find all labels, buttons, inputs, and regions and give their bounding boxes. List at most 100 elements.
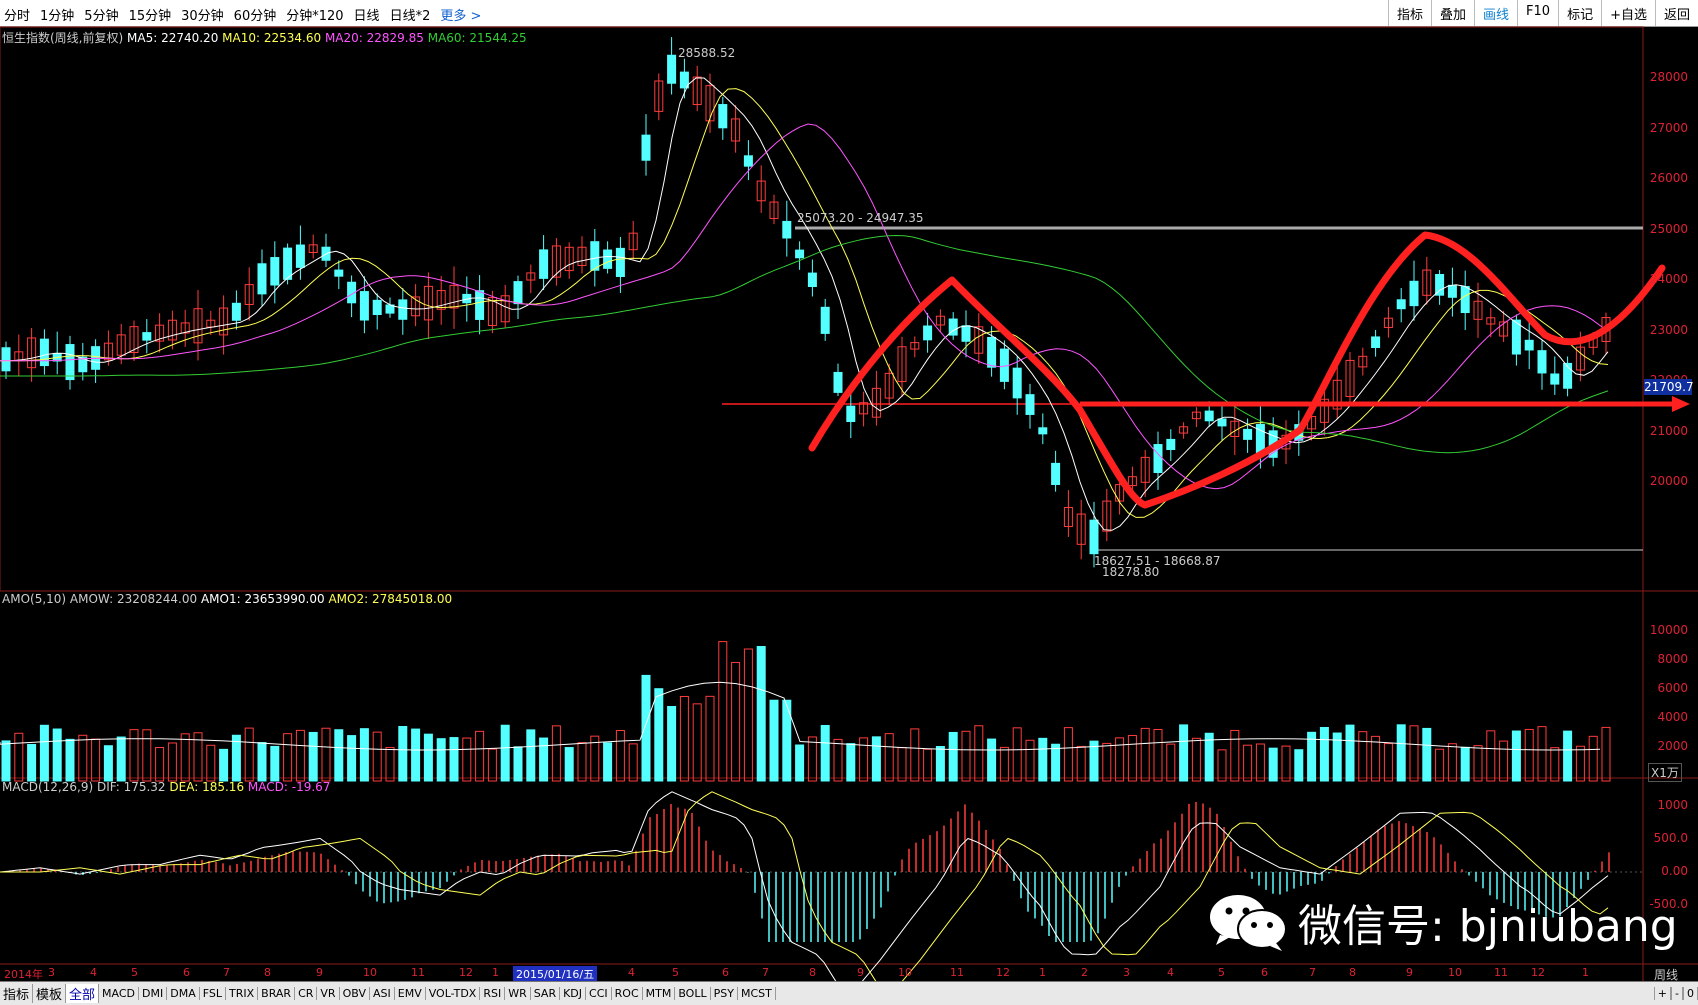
candle-body [78, 356, 88, 373]
indicator-tab-rsi[interactable]: RSI [480, 987, 506, 1000]
period-tab-1[interactable]: 1分钟 [40, 9, 75, 24]
tool-tab-0[interactable]: 指标 [1387, 0, 1431, 26]
indicator-tab-asi[interactable]: ASI [370, 987, 395, 1000]
period-tab-8[interactable]: 日线*2 [389, 9, 431, 24]
indicator-tab-模板[interactable]: 模板 [33, 984, 67, 1003]
volume-bar [1435, 748, 1445, 782]
candle-body [167, 319, 177, 341]
volume-bar [1127, 734, 1137, 782]
indicator-tab-指标[interactable]: 指标 [0, 984, 34, 1003]
tool-tab-2[interactable]: 画线 [1474, 0, 1517, 26]
volume-bar [14, 732, 24, 782]
volume-bar [1447, 743, 1457, 782]
date-tick: 9 [316, 966, 323, 979]
volume-bar [1243, 744, 1253, 782]
volume-bar [1153, 729, 1163, 782]
volume-bar [1179, 724, 1189, 782]
zoom-button-2[interactable]: 0 [1683, 987, 1698, 1000]
indicator-tab-cr[interactable]: CR [295, 987, 318, 1000]
period-tab-0[interactable]: 分时 [4, 9, 31, 24]
candle-body [27, 337, 37, 369]
tool-tab-3[interactable]: F10 [1517, 0, 1558, 26]
tool-tab-6[interactable]: 返回 [1654, 0, 1698, 26]
candle-body [270, 257, 280, 286]
y-tick: 23000 [1649, 322, 1688, 337]
volume-bar [283, 733, 293, 782]
indicator-tab-obv[interactable]: OBV [340, 987, 370, 1000]
volume-bar [155, 746, 165, 782]
period-tab-6[interactable]: 分钟*120 [286, 9, 344, 24]
indicator-tab-mcst[interactable]: MCST [738, 987, 776, 1000]
tool-tab-1[interactable]: 叠加 [1431, 0, 1474, 26]
indicator-tab-emv[interactable]: EMV [395, 987, 426, 1000]
period-tab-4[interactable]: 30分钟 [181, 9, 224, 24]
period-tab-3[interactable]: 15分钟 [128, 9, 172, 24]
candle-body [1179, 426, 1189, 434]
tool-tab-5[interactable]: +自选 [1601, 0, 1655, 26]
indicator-tab-mtm[interactable]: MTM [643, 987, 676, 1000]
candle-body [718, 104, 728, 129]
volume-bar [564, 747, 574, 782]
indicator-tab-psy[interactable]: PSY [711, 987, 738, 1000]
dif-line [0, 791, 1609, 995]
indicator-tab-vr[interactable]: VR [317, 987, 340, 1000]
indicator-tab-kdj[interactable]: KDJ [560, 987, 587, 1000]
candle-body [155, 324, 165, 342]
candle-body [244, 284, 254, 305]
indicator-tab-dmi[interactable]: DMI [139, 987, 168, 1000]
volume-bar [1294, 749, 1304, 782]
tool-tab-4[interactable]: 标记 [1558, 0, 1601, 26]
volume-bar [948, 731, 958, 782]
date-tick: 10 [363, 966, 377, 979]
period-tab-2[interactable]: 5分钟 [84, 9, 119, 24]
volume-bar [359, 728, 369, 782]
candle-body [129, 326, 139, 354]
indicator-tab-fsl[interactable]: FSL [200, 987, 226, 1000]
chart-title: 恒生指数(周线,前复权) [2, 31, 124, 45]
candle-body [539, 249, 549, 279]
candle-body [1204, 410, 1214, 422]
date-tick: 7 [1309, 966, 1316, 979]
indicator-tab-vol-tdx[interactable]: VOL-TDX [426, 987, 481, 1000]
candle-body [411, 296, 421, 317]
more-button[interactable]: 更多 > [440, 9, 482, 24]
wechat-icon [1210, 895, 1287, 951]
current-price-tag: 21709.7 [1644, 379, 1694, 395]
indicator-tab-cci[interactable]: CCI [586, 987, 612, 1000]
zoom-button-0[interactable]: + [1653, 987, 1672, 1000]
indicator-tab-macd[interactable]: MACD [99, 987, 140, 1000]
date-tick: 1 [492, 966, 499, 979]
volume-bar [411, 728, 421, 782]
volume-bar [1409, 725, 1419, 782]
volume-bar [1281, 745, 1291, 782]
candle-body [1153, 444, 1163, 473]
volume-bar [910, 728, 920, 782]
candle-body [257, 263, 267, 295]
candle-body [692, 76, 702, 106]
period-tab-5[interactable]: 60分钟 [233, 9, 277, 24]
y-tick: 500.0 [1653, 831, 1688, 845]
volume-bar [142, 729, 152, 782]
indicator-tab-roc[interactable]: ROC [612, 987, 643, 1000]
y-tick: 2000 [1657, 739, 1688, 753]
date-tick: 6 [1261, 966, 1268, 979]
indicator-tab-全部[interactable]: 全部 [66, 984, 100, 1003]
indicator-tab-sar[interactable]: SAR [531, 987, 561, 1000]
zoom-button-1[interactable]: - [1671, 987, 1683, 1000]
indicator-tab-trix[interactable]: TRIX [226, 987, 259, 1000]
indicator-tab-wr[interactable]: WR [505, 987, 531, 1000]
date-tick: 7 [223, 966, 230, 979]
candle-body [564, 246, 574, 272]
indicator-tab-boll[interactable]: BOLL [675, 987, 711, 1000]
candle-body [1332, 379, 1342, 410]
candle-body [1166, 438, 1176, 451]
candle-body [1243, 428, 1253, 440]
ma10-value: MA10: 22534.60 [222, 31, 322, 45]
volume-bar [231, 734, 241, 782]
volume-bar [1383, 743, 1393, 782]
indicator-tab-brar[interactable]: BRAR [258, 987, 296, 1000]
period-tab-7[interactable]: 日线 [353, 9, 380, 24]
volume-bar [475, 730, 485, 782]
indicator-tab-dma[interactable]: DMA [167, 987, 200, 1000]
